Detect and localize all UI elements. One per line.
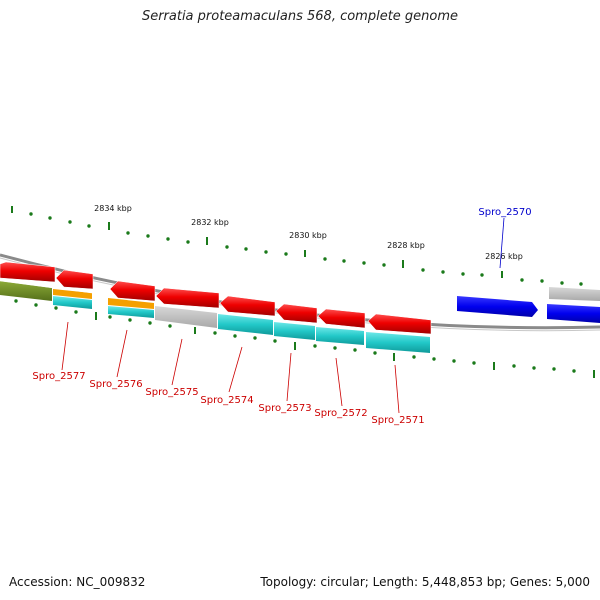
- cyan-feature: [218, 314, 273, 335]
- red-gene-track: [0, 261, 432, 335]
- gene-label-spro-2577: Spro_2577: [32, 371, 85, 382]
- gene-leader-lines: [61, 321, 400, 414]
- cyan-feature: [274, 322, 315, 340]
- gene-arrow-spro-2575: [155, 287, 220, 309]
- kbp-label: 2826 kbp: [485, 252, 523, 261]
- gene-label-spro-2572: Spro_2572: [314, 408, 367, 419]
- upper-ruler: [11, 206, 583, 286]
- olive-feature: [0, 281, 52, 301]
- gene-arrow-spro-2573: [275, 303, 318, 324]
- gene-arrow-spro-2577: [55, 269, 94, 290]
- genome-summary-text: Topology: circular; Length: 5,448,853 bp…: [260, 575, 590, 589]
- cds-track: [0, 280, 430, 353]
- gene-arrow-spro-2572: [317, 308, 366, 329]
- gene-label-spro-2571: Spro_2571: [371, 415, 424, 426]
- kbp-label: 2834 kbp: [94, 204, 132, 213]
- gray-feature-right: [549, 287, 600, 301]
- cyan-feature: [316, 327, 364, 345]
- kbp-label: 2830 kbp: [289, 231, 327, 240]
- gene-arrow-spro-2577-part: [0, 261, 56, 283]
- gene-label-spro-2576: Spro_2576: [89, 379, 142, 390]
- gene-label-spro-2573: Spro_2573: [258, 403, 311, 414]
- gene-arrow-forward-right: [547, 304, 600, 323]
- cyan-feature: [366, 332, 430, 353]
- map-title: Serratia proteamaculans 568, complete ge…: [141, 9, 459, 24]
- orange-feature: [53, 289, 92, 299]
- gene-label-spro-2570: Spro_2570: [478, 207, 531, 218]
- gene-arrow-spro-2576: [109, 280, 156, 302]
- gene-arrow-spro-2570: [457, 296, 538, 317]
- orange-feature: [108, 298, 154, 309]
- gray-feature: [155, 306, 217, 328]
- gene-leader-line-spro-2570: [499, 217, 505, 269]
- accession-text: Accession: NC_009832: [9, 575, 146, 589]
- kbp-label: 2828 kbp: [387, 241, 425, 250]
- gene-arrow-spro-2571: [367, 313, 432, 335]
- blue-gene-track: [457, 287, 600, 323]
- gene-label-spro-2574: Spro_2574: [200, 395, 253, 406]
- kbp-label: 2832 kbp: [191, 218, 229, 227]
- lower-ruler: [14, 299, 595, 378]
- gene-arrow-spro-2574: [219, 295, 276, 317]
- cyan-feature: [108, 306, 154, 318]
- gene-label-spro-2575: Spro_2575: [145, 387, 198, 398]
- cyan-feature: [53, 296, 92, 309]
